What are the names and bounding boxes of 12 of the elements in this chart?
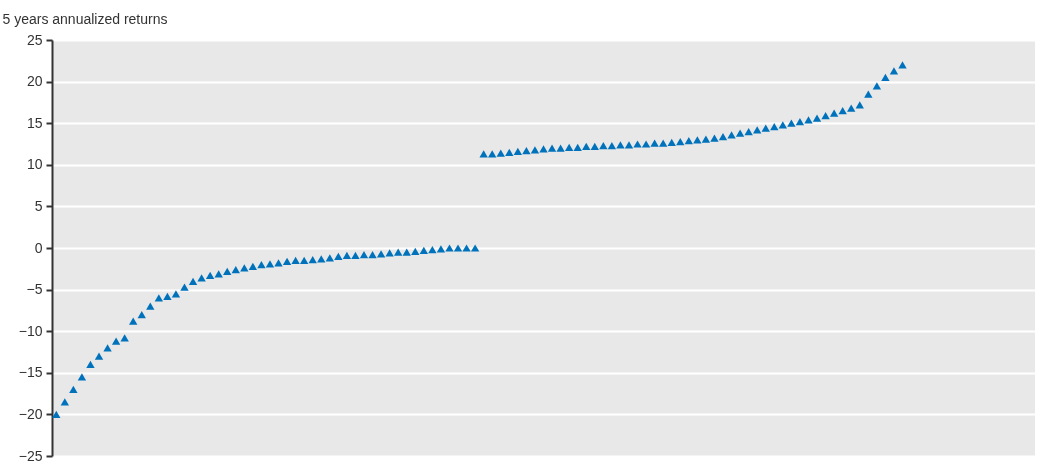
y-tick-label: 25 xyxy=(26,31,43,48)
y-tick-label: 0 xyxy=(34,239,43,256)
y-tick-label: 15 xyxy=(26,114,43,131)
y-tick-label: −25 xyxy=(18,447,43,464)
y-tick-label: −5 xyxy=(26,281,43,298)
y-tick-label: 10 xyxy=(26,156,43,173)
y-tick-label: 20 xyxy=(26,73,43,90)
y-tick-label: −15 xyxy=(18,364,43,381)
y-axis-title: 5 years annualized returns xyxy=(2,10,168,27)
y-tick-label: −20 xyxy=(18,405,43,422)
y-tick-label: 5 xyxy=(34,197,43,214)
y-tick-label: −10 xyxy=(18,322,43,339)
